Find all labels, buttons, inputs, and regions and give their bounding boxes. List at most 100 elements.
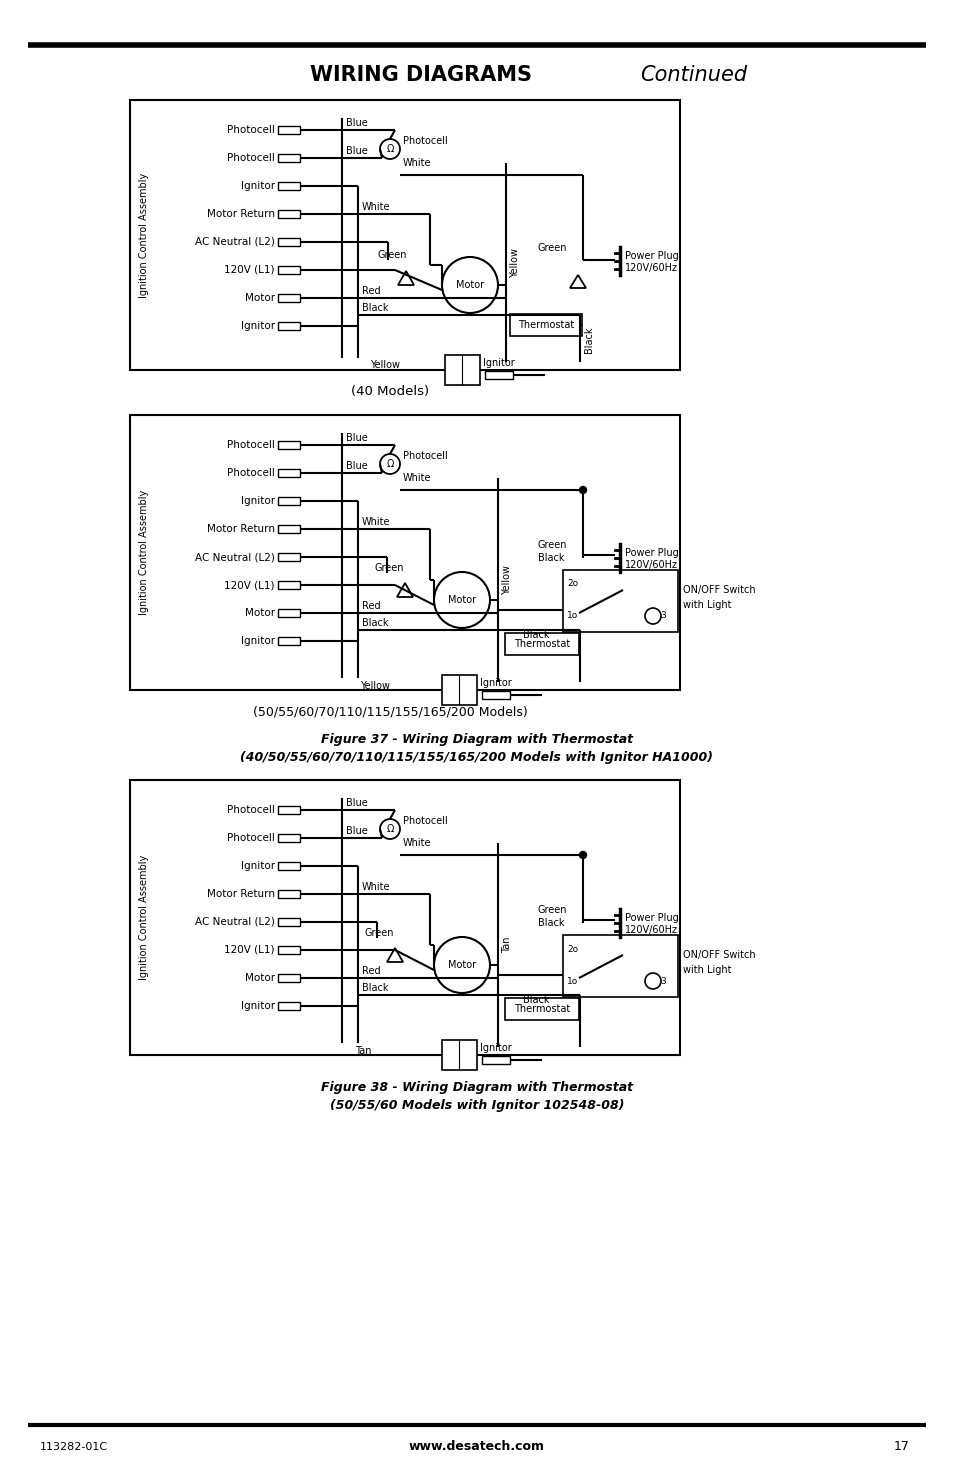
Text: Motor Return: Motor Return bbox=[207, 889, 274, 898]
Text: Tan: Tan bbox=[501, 937, 512, 953]
Bar bbox=[277, 581, 299, 589]
Text: Figure 38 - Wiring Diagram with Thermostat: Figure 38 - Wiring Diagram with Thermost… bbox=[320, 1081, 633, 1093]
Text: 120V/60Hz: 120V/60Hz bbox=[624, 560, 678, 569]
Bar bbox=[277, 609, 299, 617]
Text: Black: Black bbox=[361, 618, 388, 628]
Text: Photocell: Photocell bbox=[227, 125, 274, 136]
Bar bbox=[484, 372, 513, 379]
Text: Photocell: Photocell bbox=[402, 816, 447, 826]
Bar bbox=[277, 469, 299, 476]
Text: Photocell: Photocell bbox=[227, 833, 274, 844]
Text: Ignitor: Ignitor bbox=[240, 1002, 274, 1010]
Bar bbox=[277, 266, 299, 274]
Text: Thermostat: Thermostat bbox=[514, 639, 570, 649]
Text: AC Neutral (L2): AC Neutral (L2) bbox=[195, 917, 274, 926]
Text: Motor: Motor bbox=[245, 974, 274, 982]
Text: Photocell: Photocell bbox=[227, 153, 274, 164]
Bar bbox=[277, 497, 299, 504]
Text: 1o: 1o bbox=[566, 612, 578, 621]
Bar bbox=[277, 209, 299, 218]
Text: Motor: Motor bbox=[448, 960, 476, 971]
Text: Motor Return: Motor Return bbox=[207, 524, 274, 534]
Text: with Light: with Light bbox=[682, 965, 731, 975]
Bar bbox=[504, 999, 578, 1021]
Text: Black: Black bbox=[583, 327, 594, 353]
Text: White: White bbox=[361, 518, 390, 527]
Bar bbox=[277, 637, 299, 645]
Bar bbox=[130, 414, 679, 690]
Text: 120V/60Hz: 120V/60Hz bbox=[624, 263, 678, 273]
Text: Photocell: Photocell bbox=[227, 440, 274, 450]
Text: Ignitor: Ignitor bbox=[479, 678, 511, 687]
Bar bbox=[441, 676, 476, 705]
Text: Ignitor: Ignitor bbox=[240, 861, 274, 872]
Text: Power Plug: Power Plug bbox=[624, 913, 678, 923]
Text: Green: Green bbox=[375, 563, 404, 572]
Text: White: White bbox=[402, 473, 431, 482]
Bar bbox=[562, 935, 678, 997]
Text: Red: Red bbox=[361, 286, 380, 296]
Bar bbox=[562, 569, 678, 631]
Bar bbox=[277, 525, 299, 532]
Text: 2o: 2o bbox=[566, 944, 578, 953]
Text: White: White bbox=[361, 882, 390, 892]
Text: Blue: Blue bbox=[346, 146, 367, 156]
Text: www.desatech.com: www.desatech.com bbox=[409, 1441, 544, 1453]
Text: (40 Models): (40 Models) bbox=[351, 385, 429, 398]
Text: Ignitor: Ignitor bbox=[240, 496, 274, 506]
Text: Blue: Blue bbox=[346, 434, 367, 442]
Text: ON/OFF Switch: ON/OFF Switch bbox=[682, 586, 755, 594]
Text: Power Plug: Power Plug bbox=[624, 251, 678, 261]
Text: 3: 3 bbox=[659, 976, 665, 985]
Bar bbox=[277, 441, 299, 448]
Text: Green: Green bbox=[365, 928, 395, 938]
Text: Red: Red bbox=[361, 966, 380, 976]
Text: Motor: Motor bbox=[245, 608, 274, 618]
Bar bbox=[277, 322, 299, 330]
Bar bbox=[277, 833, 299, 842]
Bar bbox=[130, 780, 679, 1055]
Text: 3: 3 bbox=[659, 612, 665, 621]
Text: Ω: Ω bbox=[386, 459, 394, 469]
Text: 1o: 1o bbox=[566, 976, 578, 985]
Bar bbox=[504, 633, 578, 655]
Text: Motor: Motor bbox=[456, 280, 483, 291]
Text: Ignitor: Ignitor bbox=[240, 322, 274, 330]
Text: WIRING DIAGRAMS: WIRING DIAGRAMS bbox=[310, 65, 532, 86]
Text: 113282-01C: 113282-01C bbox=[40, 1443, 108, 1451]
Text: Photocell: Photocell bbox=[402, 136, 447, 146]
Text: ON/OFF Switch: ON/OFF Switch bbox=[682, 950, 755, 960]
Bar bbox=[277, 805, 299, 814]
Bar bbox=[277, 917, 299, 926]
Bar bbox=[277, 153, 299, 162]
Text: White: White bbox=[402, 838, 431, 848]
Text: Thermostat: Thermostat bbox=[517, 320, 574, 330]
Text: Ignitor: Ignitor bbox=[479, 1043, 511, 1053]
Text: White: White bbox=[361, 202, 390, 212]
Text: Figure 37 - Wiring Diagram with Thermostat: Figure 37 - Wiring Diagram with Thermost… bbox=[320, 733, 633, 746]
Text: Ω: Ω bbox=[386, 825, 394, 833]
Text: (50/55/60/70/110/115/155/165/200 Models): (50/55/60/70/110/115/155/165/200 Models) bbox=[253, 705, 527, 718]
Circle shape bbox=[578, 487, 586, 494]
Text: 120V/60Hz: 120V/60Hz bbox=[624, 925, 678, 935]
Text: Blue: Blue bbox=[346, 462, 367, 471]
Text: Photocell: Photocell bbox=[227, 468, 274, 478]
Text: (50/55/60 Models with Ignitor 102548-08): (50/55/60 Models with Ignitor 102548-08) bbox=[330, 1099, 623, 1112]
Text: Photocell: Photocell bbox=[227, 805, 274, 816]
Text: Power Plug: Power Plug bbox=[624, 549, 678, 558]
Text: Ignition Control Assembly: Ignition Control Assembly bbox=[139, 173, 149, 298]
Bar bbox=[277, 861, 299, 870]
Text: Green: Green bbox=[377, 249, 407, 260]
Text: AC Neutral (L2): AC Neutral (L2) bbox=[195, 552, 274, 562]
Text: Ignition Control Assembly: Ignition Control Assembly bbox=[139, 490, 149, 615]
Text: Tan: Tan bbox=[355, 1046, 371, 1056]
Text: Continued: Continued bbox=[639, 65, 746, 86]
Text: with Light: with Light bbox=[682, 600, 731, 611]
Text: Ignition Control Assembly: Ignition Control Assembly bbox=[139, 855, 149, 979]
Text: 17: 17 bbox=[893, 1441, 909, 1453]
Text: 120V (L1): 120V (L1) bbox=[224, 945, 274, 954]
Circle shape bbox=[578, 851, 586, 858]
Text: Green: Green bbox=[537, 906, 567, 914]
Text: Yellow: Yellow bbox=[510, 248, 519, 277]
Text: White: White bbox=[402, 158, 431, 168]
